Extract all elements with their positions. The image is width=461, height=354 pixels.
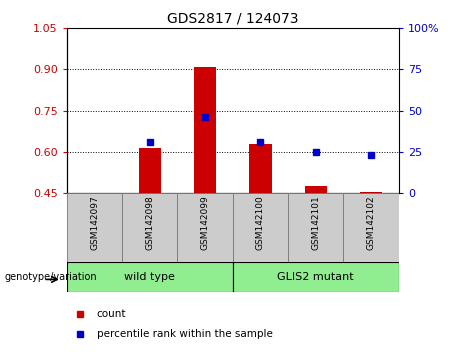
Bar: [177, 193, 233, 262]
Text: genotype/variation: genotype/variation: [5, 272, 97, 282]
Text: GSM142099: GSM142099: [201, 195, 210, 250]
Text: GLIS2 mutant: GLIS2 mutant: [278, 272, 354, 282]
Text: GSM142100: GSM142100: [256, 195, 265, 250]
Bar: [305, 186, 327, 193]
Text: percentile rank within the sample: percentile rank within the sample: [97, 329, 272, 339]
Text: GSM142098: GSM142098: [145, 195, 154, 250]
Text: GSM142102: GSM142102: [366, 195, 376, 250]
Bar: [360, 192, 382, 193]
Bar: [233, 262, 399, 292]
Bar: [288, 193, 343, 262]
Bar: [343, 193, 399, 262]
Text: wild type: wild type: [124, 272, 175, 282]
Bar: [67, 193, 122, 262]
Bar: [122, 193, 177, 262]
Text: count: count: [97, 309, 126, 319]
Text: GSM142097: GSM142097: [90, 195, 99, 250]
Bar: [67, 262, 233, 292]
Title: GDS2817 / 124073: GDS2817 / 124073: [167, 12, 299, 26]
Bar: [139, 148, 161, 193]
Text: GSM142101: GSM142101: [311, 195, 320, 250]
Bar: [233, 193, 288, 262]
Bar: [194, 67, 216, 193]
Bar: [249, 144, 272, 193]
